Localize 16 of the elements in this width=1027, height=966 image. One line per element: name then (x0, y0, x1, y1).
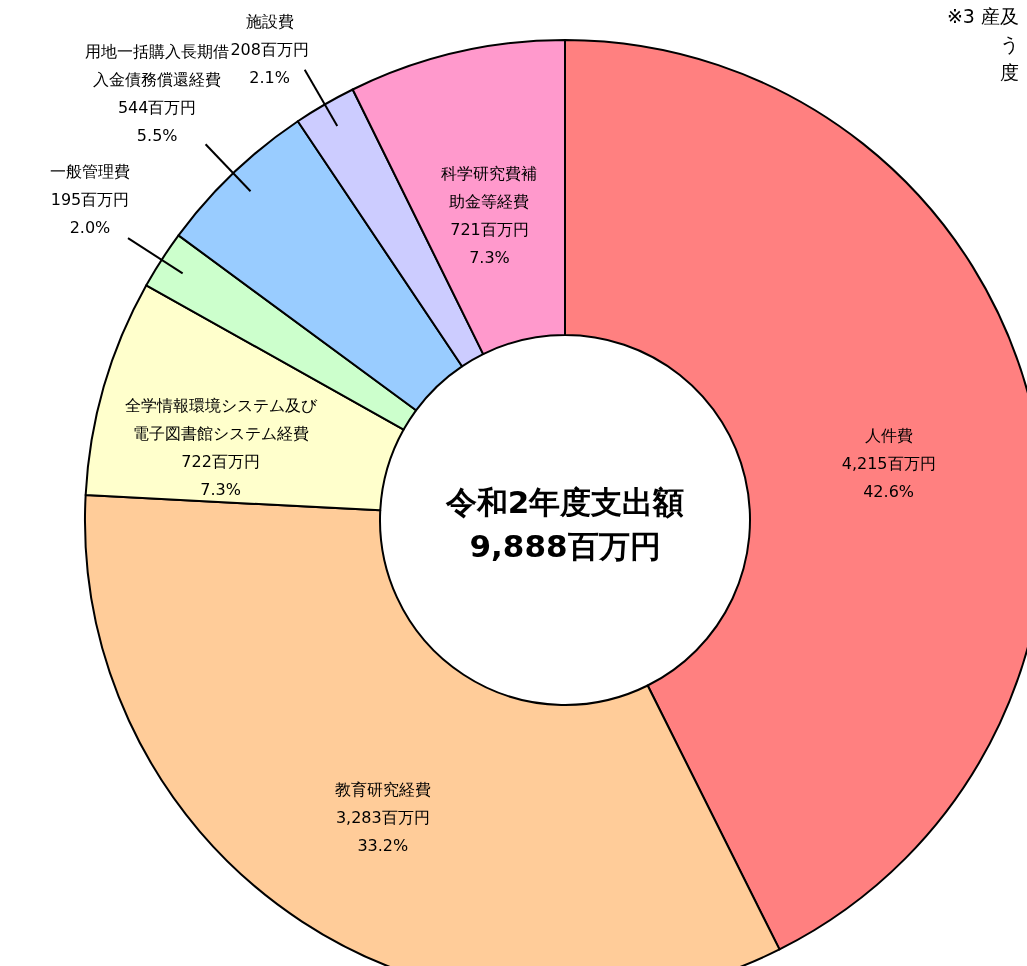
data-label: 544百万円 5.5% (116, 96, 198, 147)
slice-label: 教育研究経費 (334, 779, 431, 802)
data-label: 208百万円 2.1% (230, 39, 309, 89)
slice-label: 一般管理費 (50, 161, 130, 184)
slice-label: 用地一括購入長期借入金債務償還経費 (84, 40, 231, 91)
slice-label: 科学研究費補助金等経費 (440, 163, 539, 214)
data-label: 3,283百万円 33.2% (334, 807, 431, 858)
data-label: 195百万円 2.0% (50, 189, 130, 240)
slice-label: 施設費 (244, 11, 295, 33)
text: 令和2年度支出額9,888百万円 (444, 483, 686, 566)
data-label: 721百万円 7.3% (449, 219, 530, 270)
data-label: 4,215百万円 42.6% (841, 452, 936, 503)
slice-label: 人件費 (863, 424, 914, 447)
text: ※3 産及う度 (946, 4, 1021, 85)
data-label: 722百万円 7.3% (180, 450, 261, 501)
slice-label: 全学情報環境システム及び電子図書館システム経費 (123, 394, 318, 445)
